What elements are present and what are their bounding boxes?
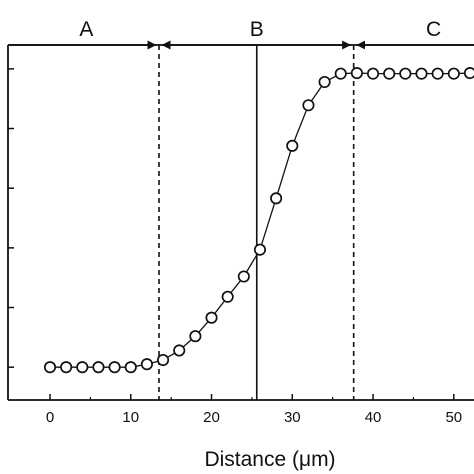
data-point <box>60 361 73 374</box>
data-point <box>286 139 299 152</box>
axes-layer: 0 10 20 30 40 50 <box>7 44 474 426</box>
data-point <box>431 67 444 80</box>
data-point <box>334 67 347 80</box>
data-point <box>221 290 234 303</box>
data-point <box>447 67 460 80</box>
region-label-a: A <box>79 18 93 41</box>
series-layer <box>43 66 474 374</box>
data-point <box>43 361 57 374</box>
x-tick-label: 0 <box>46 409 54 426</box>
data-point <box>399 67 412 80</box>
x-tick-label: 10 <box>122 409 139 426</box>
data-point <box>173 344 186 357</box>
data-point <box>157 353 170 367</box>
data-point <box>76 361 89 374</box>
data-point <box>189 330 202 343</box>
region-label-b: B <box>250 18 264 41</box>
data-point <box>92 361 105 374</box>
data-point <box>318 75 331 89</box>
series-line-1 <box>49 72 470 368</box>
x-tick-label: 50 <box>445 409 462 426</box>
vertical-lines-layer <box>158 45 355 400</box>
data-point <box>350 66 363 80</box>
data-point <box>205 311 218 324</box>
x-tick-label: 30 <box>284 409 301 426</box>
data-point <box>140 358 153 371</box>
x-tick-label: 20 <box>203 409 220 426</box>
data-point <box>270 192 283 205</box>
data-point <box>383 67 396 80</box>
data-point <box>366 67 380 80</box>
data-point <box>415 67 428 80</box>
data-point <box>302 99 315 112</box>
data-point <box>124 361 137 374</box>
data-point <box>253 243 267 256</box>
x-tick-label: 40 <box>365 409 382 426</box>
region-arrows-layer: A B C <box>8 18 474 50</box>
data-point <box>237 270 250 283</box>
data-point <box>108 361 121 374</box>
data-point <box>463 66 474 80</box>
region-label-c: C <box>426 18 441 41</box>
x-axis-title: Distance (μm) <box>204 448 335 471</box>
